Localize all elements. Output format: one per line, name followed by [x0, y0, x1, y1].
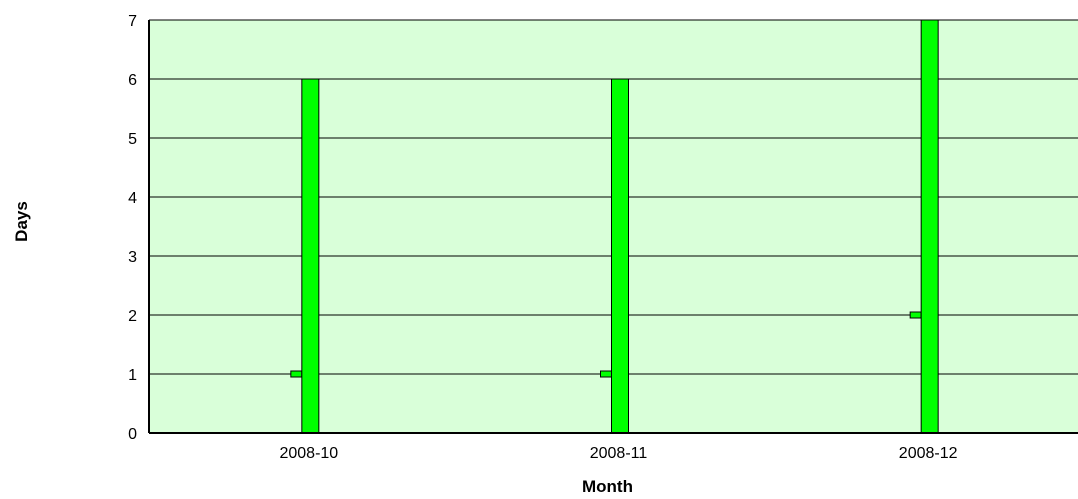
y-tick-label: 1 — [128, 367, 137, 384]
y-axis-title: Days — [12, 201, 31, 242]
bar-series-2 — [611, 78, 629, 434]
bars — [290, 19, 939, 434]
y-tick-label: 6 — [128, 72, 137, 89]
x-tick-label: 2008-12 — [899, 445, 958, 462]
y-tick-label: 0 — [128, 426, 137, 443]
bar-series-2 — [301, 78, 320, 434]
bar-series-1 — [909, 311, 922, 319]
y-tick-label: 4 — [128, 190, 137, 207]
y-tick-label: 2 — [128, 308, 137, 325]
y-tick-label: 5 — [128, 131, 137, 148]
y-tick-label: 7 — [128, 13, 137, 30]
y-tick-label: 3 — [128, 249, 137, 266]
bar-series-1 — [600, 370, 612, 378]
x-tick-label: 2008-11 — [590, 445, 648, 462]
x-tick-label: 2008-10 — [279, 445, 338, 462]
y-tick-labels: 0 1 2 3 4 5 6 7 — [128, 13, 137, 443]
bar-series-1 — [290, 370, 303, 378]
x-axis-title: Month — [582, 477, 633, 496]
bar-series-2 — [920, 19, 939, 434]
axes — [148, 20, 1078, 434]
x-tick-labels: 2008-10 2008-11 2008-12 — [279, 445, 957, 462]
